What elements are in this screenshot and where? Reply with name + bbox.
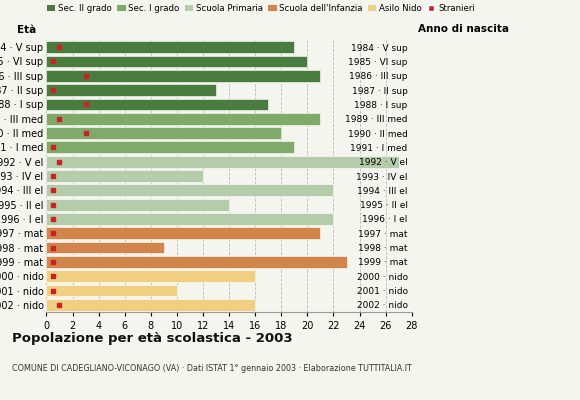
Text: Anno di nascita: Anno di nascita bbox=[418, 24, 509, 34]
Bar bbox=[46, 285, 177, 296]
Bar bbox=[46, 142, 294, 153]
Legend: Sec. II grado, Sec. I grado, Scuola Primaria, Scuola dell'Infanzia, Asilo Nido, : Sec. II grado, Sec. I grado, Scuola Prim… bbox=[44, 1, 478, 17]
Bar bbox=[46, 270, 255, 282]
Bar bbox=[46, 184, 333, 196]
Bar bbox=[46, 170, 203, 182]
Bar bbox=[46, 227, 320, 239]
Bar bbox=[46, 299, 255, 311]
Bar bbox=[46, 213, 333, 225]
Bar bbox=[46, 56, 307, 67]
Bar bbox=[46, 256, 346, 268]
Text: COMUNE DI CADEGLIANO-VICONAGO (VA) · Dati ISTAT 1° gennaio 2003 · Elaborazione T: COMUNE DI CADEGLIANO-VICONAGO (VA) · Dat… bbox=[12, 364, 411, 373]
Bar bbox=[46, 84, 216, 96]
Bar bbox=[46, 70, 320, 82]
Text: Età: Età bbox=[17, 24, 37, 34]
Bar bbox=[46, 127, 281, 139]
Bar bbox=[46, 199, 229, 210]
Bar bbox=[46, 156, 398, 168]
Bar bbox=[46, 98, 268, 110]
Bar bbox=[46, 242, 164, 254]
Bar bbox=[46, 41, 294, 53]
Bar bbox=[46, 113, 320, 125]
Text: Popolazione per età scolastica - 2003: Popolazione per età scolastica - 2003 bbox=[12, 332, 292, 345]
